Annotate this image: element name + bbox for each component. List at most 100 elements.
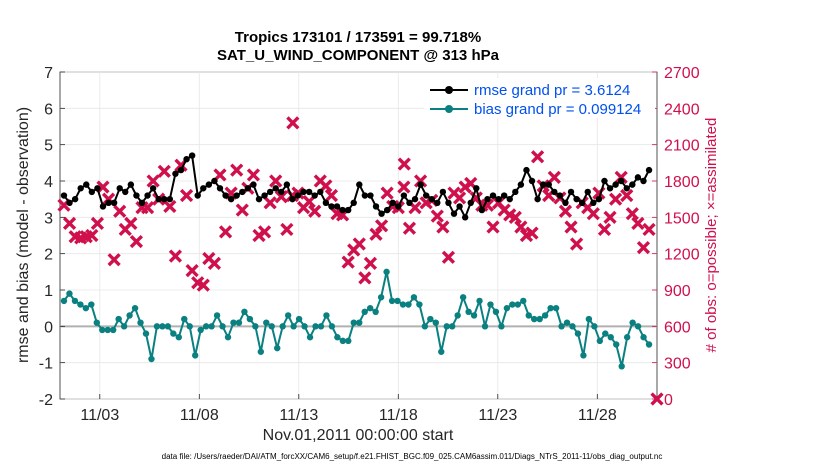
obs-marker-x [308, 204, 322, 218]
rmse-point [233, 192, 240, 199]
obs-marker [508, 210, 522, 224]
obs-marker [597, 222, 612, 237]
obs-marker-x [397, 157, 411, 171]
obs-marker-x [642, 222, 656, 237]
obs-marker [286, 116, 300, 130]
right-y-axis: 0 300 600 900 1200 1500 1800 2100 2400 2700 [652, 65, 700, 409]
obs-marker-x [514, 220, 528, 234]
rmse-point [317, 188, 324, 196]
obs-marker-x [547, 170, 561, 184]
rmse-point [395, 203, 402, 210]
rmse-point [116, 185, 123, 192]
obs-marker [441, 250, 456, 264]
obs-marker [196, 278, 210, 292]
obs-marker-x [441, 250, 456, 264]
obs-marker [213, 168, 227, 182]
bias-point [613, 341, 620, 348]
bias-point [356, 319, 363, 326]
obs-marker [174, 158, 188, 172]
left-tick-label: 6 [44, 101, 53, 118]
obs-marker-x [530, 150, 545, 164]
rmse-point [239, 188, 246, 196]
bias-point [104, 326, 111, 334]
rmse-point [122, 188, 129, 196]
rmse-point [439, 188, 447, 196]
rmse-point [60, 192, 68, 199]
rmse-series [60, 152, 653, 221]
rmse-point [562, 199, 569, 206]
obs-marker [129, 234, 144, 249]
left-tick-label: -1 [39, 356, 53, 373]
bias-point [377, 294, 385, 301]
bias-point [202, 323, 210, 330]
rmse-point [428, 195, 435, 203]
obs-marker [302, 194, 316, 209]
y-axis-label: rmse and bias (model - observation) [15, 107, 32, 363]
obs-marker-x [207, 256, 222, 270]
right-tick-label: 2700 [664, 65, 700, 82]
obs-marker-x [358, 271, 372, 285]
obs-marker-x [369, 227, 383, 241]
obs-marker-x [625, 207, 639, 221]
rmse-point [311, 192, 318, 199]
rmse-point [227, 195, 235, 203]
bias-point [492, 308, 500, 315]
obs-marker [335, 208, 350, 222]
rmse-point [506, 195, 513, 203]
obs-marker-x [508, 210, 522, 224]
bias-point [552, 304, 560, 312]
rmse-point [512, 188, 519, 196]
obs-marker [90, 216, 105, 230]
bias-point [312, 323, 319, 330]
obs-marker [480, 198, 495, 212]
rmse-point [344, 206, 352, 214]
chart-subtitle: SAT_U_WIND_COMPONENT @ 313 hPa [217, 47, 500, 64]
chart-title: Tropics 173101 / 173591 = 99.718% [235, 29, 481, 46]
right-tick-label: 900 [664, 283, 691, 300]
legend: rmse grand pr = 3.6124 bias grand pr = 0… [424, 78, 655, 118]
rmse-point [222, 192, 229, 199]
bias-point [301, 323, 308, 330]
obs-marker-x [274, 190, 288, 204]
bias-point [541, 312, 549, 319]
obs-marker-x [280, 222, 294, 237]
rmse-point [495, 195, 502, 203]
rmse-point [489, 192, 497, 199]
rmse-point [200, 185, 207, 192]
rmse-point [66, 199, 73, 206]
obs-marker-x [324, 188, 339, 203]
obs-marker [230, 163, 244, 177]
rmse-point [456, 203, 463, 210]
bias-point [454, 312, 461, 319]
bias-point [618, 363, 625, 370]
rmse-point [422, 192, 430, 199]
bias-point [525, 312, 532, 319]
rmse-point [177, 166, 185, 174]
rmse-point [328, 203, 335, 210]
obs-marker-x [257, 225, 272, 239]
rmse-point [188, 152, 196, 159]
bias-point [596, 337, 604, 345]
rmse-point [216, 185, 224, 192]
legend-bias-marker [445, 105, 453, 113]
bias-point [88, 301, 95, 308]
rmse-point [634, 174, 642, 181]
obs-marker-x [230, 163, 244, 177]
bias-point [131, 304, 139, 312]
obs-marker [609, 192, 623, 206]
obs-marker-x [402, 221, 417, 235]
bias-point [175, 334, 183, 341]
obs-marker-x [235, 203, 249, 217]
rmse-point [534, 195, 541, 203]
bias-point [361, 308, 368, 315]
rmse-point [172, 170, 179, 177]
x-tick-label: 11/28 [578, 407, 617, 424]
obs-marker [620, 188, 634, 203]
bias-point [448, 323, 456, 330]
rmse-point [272, 185, 279, 192]
obs-marker-x [302, 194, 316, 209]
bias-point [345, 337, 352, 345]
rmse-point [473, 185, 480, 192]
obs-marker-x [436, 220, 450, 234]
rmse-point [194, 192, 201, 199]
